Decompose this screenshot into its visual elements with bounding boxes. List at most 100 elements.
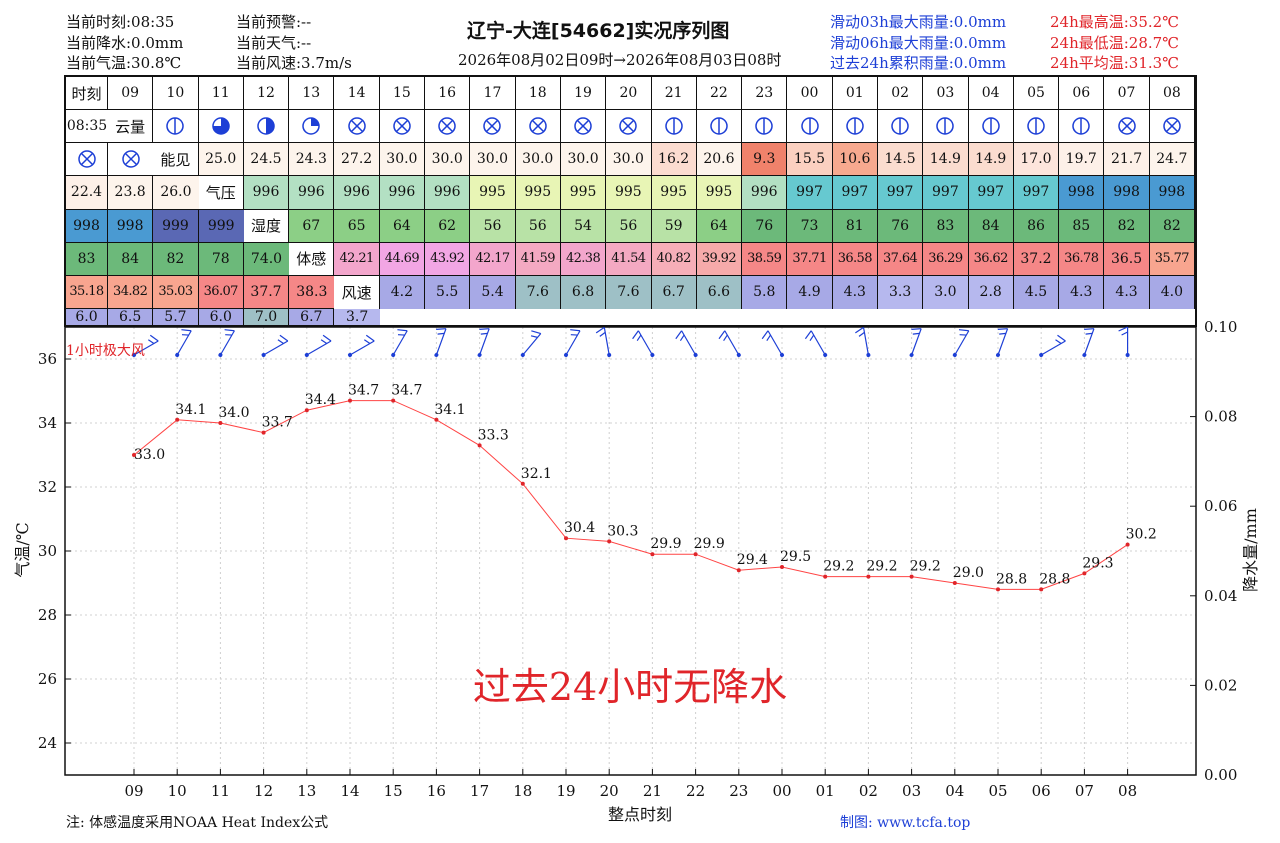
x-tick-label: 23: [729, 782, 748, 800]
hour-cell: 17: [470, 77, 516, 111]
visibility-cell: 23.8: [108, 176, 154, 210]
x-tick-label: 03: [902, 782, 921, 800]
humidity-cell: 81: [832, 209, 878, 243]
x-tick-label: 06: [1032, 782, 1051, 800]
pressure-cell: 997: [787, 176, 833, 210]
humidity-cell: 73: [787, 209, 833, 243]
hour-cell: 10: [153, 77, 199, 111]
wind-speed-cell: 6.7: [289, 308, 335, 325]
cloud-cell: [696, 110, 743, 144]
temperature-data-label: 34.7: [348, 383, 379, 399]
cloud-cell: [153, 110, 199, 144]
hour-cell: 03: [923, 77, 969, 111]
hour-cell: 00: [787, 77, 833, 111]
wind-speed-cell: 3.3: [877, 275, 924, 309]
temperature-data-label: 33.7: [262, 415, 293, 431]
cloud-cell: [108, 143, 154, 177]
visibility-cell: 24.3: [289, 143, 335, 177]
footer-credit[interactable]: 制图: www.tcfa.top: [840, 815, 971, 831]
cloud-cell: [470, 110, 516, 144]
visibility-cell: 10.6: [832, 143, 878, 177]
cloud-cover-icon: [1117, 117, 1136, 135]
hour-cell: 02: [877, 77, 924, 111]
wind-speed-cell: 6.7: [651, 275, 697, 309]
visibility-cell: 25.0: [198, 143, 244, 177]
wind-barb-icon: [1118, 326, 1130, 357]
feels-like-cell: 36.29: [923, 242, 969, 276]
pressure-cell: 997: [923, 176, 969, 210]
visibility-cell: 30.0: [606, 143, 652, 177]
cloud-cell: [515, 110, 561, 144]
humidity-cell: 82: [153, 242, 199, 276]
x-tick-label: 17: [470, 782, 489, 800]
wind-barb-icon: [632, 330, 655, 357]
pressure-cell: 996: [379, 176, 426, 210]
humidity-cell: 59: [651, 209, 697, 243]
temperature-data-label: 34.1: [175, 402, 206, 418]
footer-note: 注: 体感温度采用NOAA Heat Index公式: [66, 815, 329, 831]
cloud-cell: [606, 110, 652, 144]
cloud-cell: [1149, 110, 1195, 144]
wind-speed-cell: 7.6: [515, 275, 561, 309]
wind-speed-cell: 4.3: [832, 275, 878, 309]
wind-barb-icon: [391, 329, 408, 357]
temperature-point: [780, 565, 784, 569]
temperature-point: [132, 453, 136, 457]
pressure-cell: 995: [606, 176, 652, 210]
humidity-cell: 74.0: [243, 242, 290, 276]
hour-cell: 14: [334, 77, 380, 111]
temperature-point: [175, 417, 180, 422]
temperature-point: [823, 574, 828, 579]
hour-cell: 08:35: [66, 110, 108, 144]
wind-barb-icon: [804, 330, 828, 357]
x-tick-label: 02: [859, 782, 878, 800]
humidity-cell: 86: [1013, 209, 1060, 243]
temperature-point: [1082, 571, 1087, 576]
wind-speed-cell: 4.5: [1013, 275, 1060, 309]
visibility-cell: 15.5: [787, 143, 833, 177]
wind-barb-icon: [218, 329, 235, 357]
visibility-cell: 30.0: [379, 143, 426, 177]
wind-speed-cell: 6.5: [108, 308, 154, 325]
current-temp: 当前气温:30.8℃: [66, 54, 182, 72]
x-tick-label: 05: [988, 782, 1007, 800]
temperature-point: [261, 430, 266, 435]
cloud-cell: [832, 110, 878, 144]
pressure-cell: 995: [470, 176, 516, 210]
y-tick-label: 30: [38, 542, 57, 560]
cloud-cell: [787, 110, 833, 144]
humidity-cell: 84: [968, 209, 1014, 243]
temperature-data-label: 29.9: [694, 536, 725, 552]
humidity-cell: 62: [425, 209, 471, 243]
temperature-data-label: 29.3: [1082, 555, 1113, 571]
avg-temp: 24h平均温:31.3℃: [1050, 54, 1179, 72]
pressure-cell: 996: [334, 176, 380, 210]
temperature-data-label: 29.2: [910, 559, 941, 575]
temperature-point: [477, 443, 482, 448]
cloud-cover-icon: [755, 117, 773, 135]
feels-like-cell: 38.3: [289, 275, 335, 309]
humidity-cell: 56: [606, 209, 652, 243]
wind-barb-icon: [564, 329, 581, 357]
temperature-data-label: 33.3: [478, 427, 509, 443]
row-label-feels-like: 体感: [289, 242, 335, 276]
wind-speed-cell: 4.3: [1059, 275, 1105, 309]
rain-24h: 过去24h累积雨量:0.0mm: [830, 54, 1007, 72]
visibility-cell: 26.0: [153, 176, 199, 210]
humidity-cell: 78: [198, 242, 244, 276]
feels-like-cell: 42.38: [560, 242, 607, 276]
cloud-cell: [289, 110, 335, 144]
wind-barb-icon: [520, 330, 542, 357]
humidity-cell: 76: [742, 209, 788, 243]
hour-cell: 09: [108, 77, 154, 111]
feels-like-cell: 34.82: [108, 275, 154, 309]
wind-speed-cell: 7.6: [606, 275, 652, 309]
x-tick-label: 12: [254, 782, 273, 800]
temperature-point: [1039, 587, 1044, 592]
x-tick-label: 09: [124, 782, 143, 800]
temperature-point: [952, 581, 957, 585]
x-axis-title: 整点时刻: [608, 805, 672, 824]
y2-tick-label: 0.10: [1204, 318, 1237, 336]
temperature-data-label: 30.3: [607, 523, 638, 539]
